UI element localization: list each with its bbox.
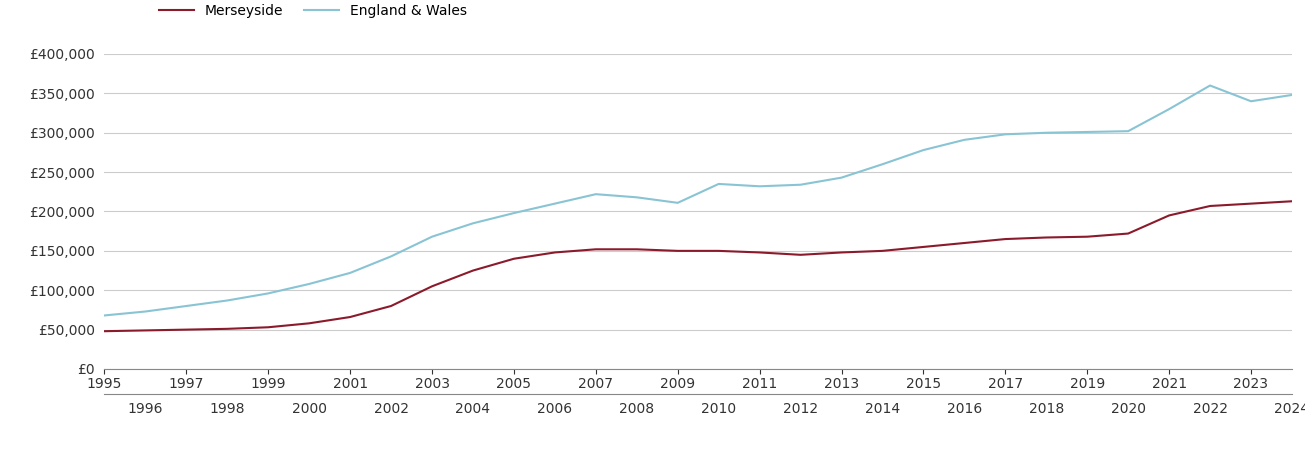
England & Wales — [1039, 130, 1054, 135]
Merseyside — [1202, 203, 1218, 209]
Merseyside — [1161, 213, 1177, 218]
England & Wales — [589, 191, 604, 197]
Merseyside — [1039, 235, 1054, 240]
England & Wales — [1244, 99, 1259, 104]
Merseyside — [792, 252, 808, 257]
Merseyside — [424, 284, 440, 289]
England & Wales — [261, 291, 277, 296]
England & Wales — [179, 303, 194, 309]
Merseyside — [669, 248, 685, 253]
England & Wales — [424, 234, 440, 239]
England & Wales — [669, 200, 685, 206]
Merseyside — [301, 320, 317, 326]
England & Wales — [1079, 129, 1095, 135]
England & Wales — [1202, 83, 1218, 88]
England & Wales — [874, 162, 890, 167]
England & Wales — [629, 194, 645, 200]
England & Wales — [1284, 92, 1300, 98]
Merseyside — [465, 268, 480, 273]
England & Wales — [957, 137, 972, 143]
England & Wales — [752, 184, 767, 189]
England & Wales — [219, 298, 235, 303]
England & Wales — [834, 175, 850, 180]
Legend: Merseyside, England & Wales: Merseyside, England & Wales — [159, 4, 467, 18]
England & Wales — [1120, 128, 1135, 134]
England & Wales — [301, 281, 317, 287]
England & Wales — [792, 182, 808, 187]
Merseyside — [342, 314, 358, 319]
Merseyside — [1244, 201, 1259, 206]
Merseyside — [137, 328, 153, 333]
England & Wales — [342, 270, 358, 275]
Merseyside — [384, 303, 399, 309]
England & Wales — [465, 220, 480, 226]
Merseyside — [752, 250, 767, 255]
England & Wales — [547, 201, 562, 206]
England & Wales — [384, 254, 399, 259]
Merseyside — [1120, 231, 1135, 236]
Merseyside — [629, 247, 645, 252]
Merseyside — [219, 326, 235, 332]
Merseyside — [179, 327, 194, 332]
Merseyside — [589, 247, 604, 252]
Merseyside — [547, 250, 562, 255]
Merseyside — [957, 240, 972, 246]
Merseyside — [834, 250, 850, 255]
England & Wales — [1161, 106, 1177, 112]
England & Wales — [997, 131, 1013, 137]
Merseyside — [97, 328, 112, 334]
Merseyside — [997, 236, 1013, 242]
England & Wales — [916, 147, 932, 153]
Merseyside — [506, 256, 522, 261]
Merseyside — [711, 248, 727, 253]
Merseyside — [1079, 234, 1095, 239]
England & Wales — [711, 181, 727, 187]
Line: Merseyside: Merseyside — [104, 201, 1292, 331]
Merseyside — [916, 244, 932, 250]
Merseyside — [874, 248, 890, 253]
England & Wales — [97, 313, 112, 318]
Merseyside — [1284, 198, 1300, 204]
England & Wales — [137, 309, 153, 314]
Merseyside — [261, 324, 277, 330]
Line: England & Wales: England & Wales — [104, 86, 1292, 315]
England & Wales — [506, 210, 522, 216]
